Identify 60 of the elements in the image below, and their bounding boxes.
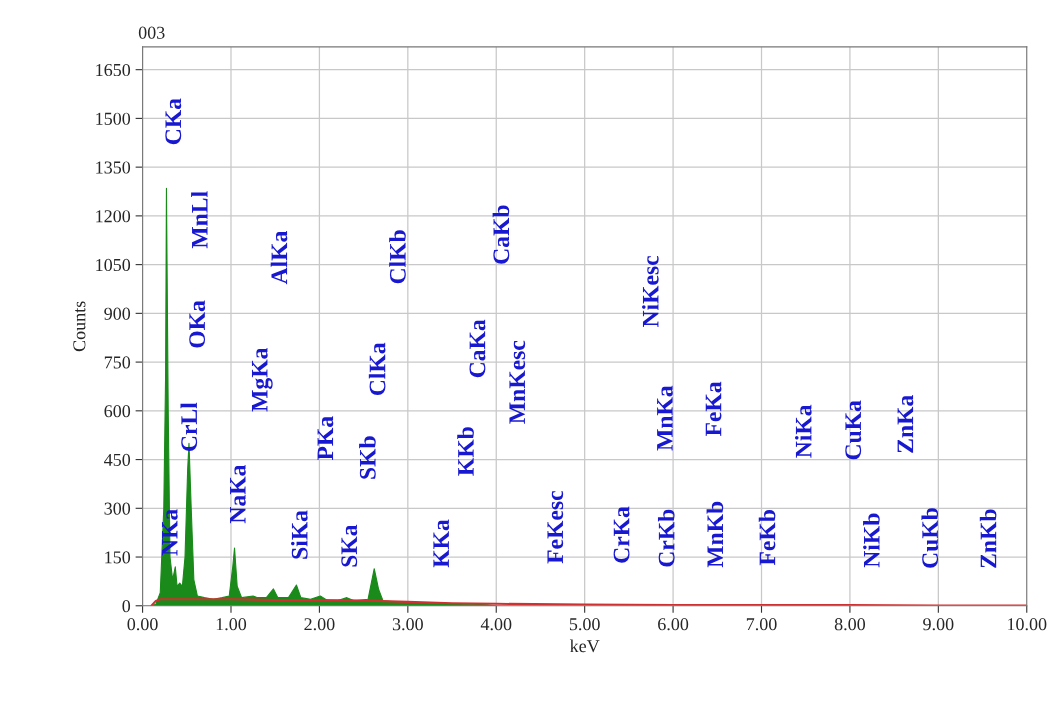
y-tick-label: 1350 [96, 161, 131, 174]
y-tick-label: 750 [104, 356, 131, 369]
y-tick-label: 1050 [96, 258, 131, 272]
y-tick-label: 900 [104, 307, 131, 320]
annotation: AlKa [270, 231, 288, 285]
annotation: CrKa [613, 506, 630, 563]
x-tick-label: 9.00 [923, 618, 954, 631]
annotation: KKb [457, 427, 474, 476]
y-tick-label: 600 [104, 405, 131, 418]
x-tick-label: 5.00 [569, 618, 600, 631]
x-tick-label: 0.00 [127, 618, 158, 631]
annotation: NaKa [230, 464, 246, 524]
annotation: FeKa [705, 381, 722, 437]
x-tick-label: 3.00 [392, 618, 423, 631]
line-series [150, 598, 1027, 606]
annotation: ZnKb [979, 509, 997, 568]
annotation: CKa [165, 98, 182, 145]
annotation: CaKb [492, 205, 510, 264]
annotation: NKa [161, 509, 178, 556]
y-tick-label: 1650 [96, 63, 131, 77]
annotation: MnKesc [509, 340, 526, 424]
chart-title: 003 [138, 26, 165, 39]
annotation: CuKb [921, 508, 939, 568]
y-axis-title: Counts [73, 301, 86, 352]
annotation: CaKa [469, 319, 486, 378]
y-tick-label: 1200 [96, 210, 131, 223]
annotation: SKb [359, 436, 376, 479]
x-tick-label: 7.00 [746, 618, 777, 631]
x-tick-label: 10.00 [1008, 618, 1047, 631]
annotation: SKa [341, 524, 358, 567]
annotation: CrKb [657, 509, 675, 567]
x-tick-label: 6.00 [658, 618, 689, 631]
x-tick-label: 1.00 [216, 618, 247, 631]
y-tick-label: 300 [104, 502, 131, 515]
annotation: NiKesc [642, 255, 659, 328]
x-tick-label: 4.00 [480, 618, 512, 631]
annotation: MgKa [251, 347, 273, 412]
annotation: MnLl [191, 191, 208, 249]
annotation: MnKa [657, 385, 673, 451]
y-tick-label: 1500 [96, 112, 131, 125]
y-tick-label: 450 [104, 453, 131, 466]
annotation: NiKa [795, 404, 812, 458]
annotation: ClKa [368, 342, 386, 396]
x-tick-label: 2.00 [304, 618, 335, 631]
annotation: ZnKa [897, 395, 914, 453]
annotation: MnKb [706, 501, 724, 568]
annotation: PKa [317, 416, 334, 461]
annotation: OKa [189, 300, 206, 348]
y-tick-label: 150 [105, 551, 131, 564]
annotation: CuKa [845, 400, 862, 460]
annotation: CrLl [180, 402, 198, 451]
x-tick-label: 8.00 [834, 618, 866, 631]
annotation: ClKb [389, 230, 406, 284]
annotation: SiKa [291, 510, 308, 559]
y-tick-label: 0 [122, 600, 131, 613]
annotation: FeKb [758, 510, 776, 566]
annotation: NiKb [863, 513, 880, 568]
annotation: KKa [433, 519, 450, 568]
x-axis-title: keV [569, 639, 600, 653]
annotation: FeKesc [547, 491, 564, 564]
